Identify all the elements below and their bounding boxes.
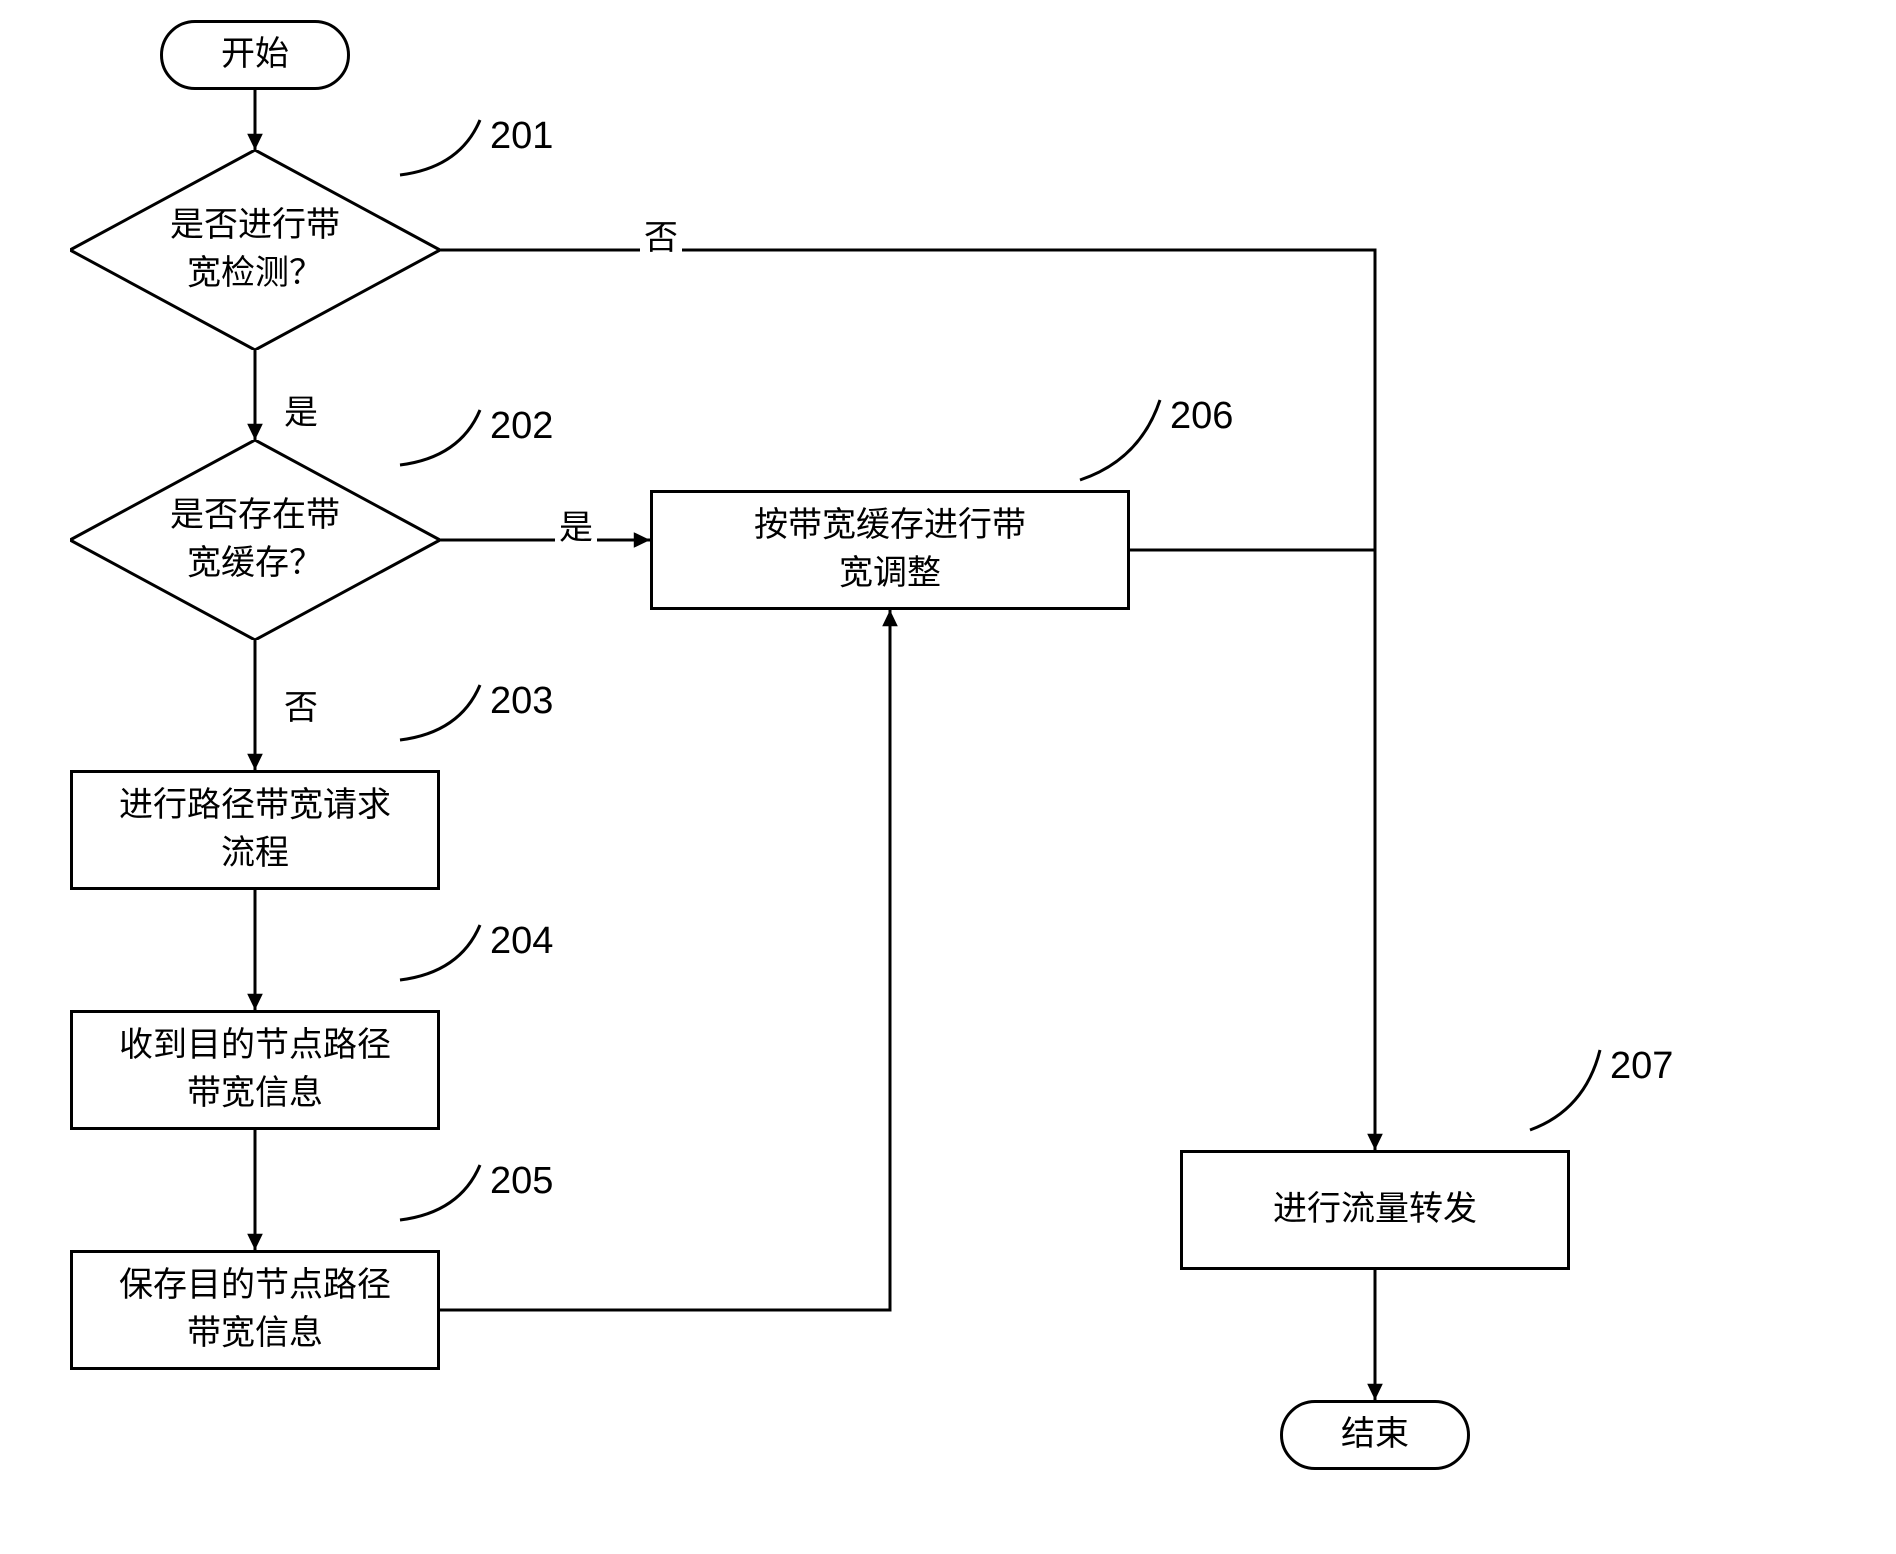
ref-r206: 206	[1170, 395, 1233, 438]
ref-r205: 205	[490, 1160, 553, 1203]
ref-r202: 202	[490, 405, 553, 448]
terminator-start: 开始	[160, 20, 350, 90]
terminator-end: 结束	[1280, 1400, 1470, 1470]
ref-r201: 201	[490, 115, 553, 158]
ref-r203: 203	[490, 680, 553, 723]
process-p204: 收到目的节点路径带宽信息	[70, 1010, 440, 1130]
process-p207: 进行流量转发	[1180, 1150, 1570, 1270]
process-p206: 按带宽缓存进行带宽调整	[650, 490, 1130, 610]
ref-r204: 204	[490, 920, 553, 963]
edge-label-l_no_202: 否	[280, 680, 322, 729]
edge-label-l_no_201: 否	[640, 210, 682, 259]
edge-label-l_yes_201: 是	[280, 385, 322, 434]
decision-label-d202: 是否存在带宽缓存？	[70, 440, 440, 640]
edge-label-l_yes_202: 是	[555, 500, 597, 549]
decision-d201: 是否进行带宽检测？	[70, 150, 440, 350]
decision-label-d201: 是否进行带宽检测？	[70, 150, 440, 350]
decision-d202: 是否存在带宽缓存？	[70, 440, 440, 640]
process-p203: 进行路径带宽请求流程	[70, 770, 440, 890]
ref-r207: 207	[1610, 1045, 1673, 1088]
process-p205: 保存目的节点路径带宽信息	[70, 1250, 440, 1370]
